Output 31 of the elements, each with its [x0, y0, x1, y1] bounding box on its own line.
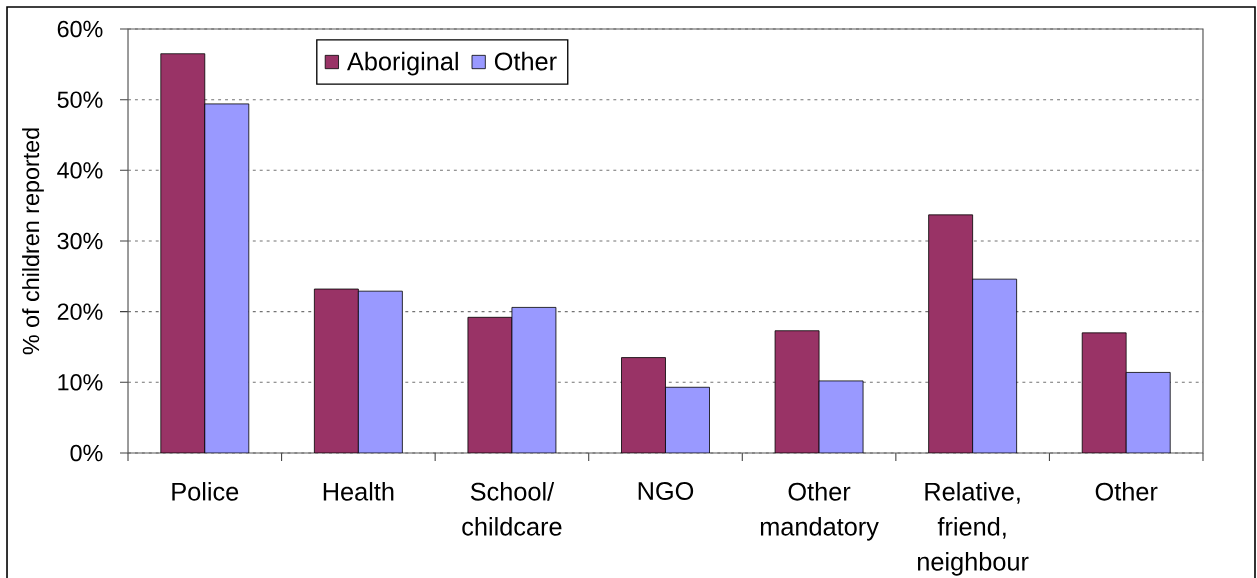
- x-tick-label: Police: [172, 482, 239, 501]
- bar: [467, 316, 513, 453]
- bar: [818, 380, 864, 453]
- x-tick-label: Health: [323, 482, 394, 501]
- bar: [621, 357, 666, 453]
- x-tick-label: Other mandatory: [760, 482, 879, 541]
- y-tick-label: 50%: [57, 91, 103, 108]
- x-tick-label: School/ childcare: [462, 482, 562, 536]
- bar: [972, 278, 1018, 453]
- bar: [357, 290, 403, 453]
- x-tick-label: NGO: [638, 482, 694, 500]
- bar: [928, 214, 974, 453]
- x-tick-label: Relative, friend, neighbour: [917, 482, 1029, 576]
- bar: [313, 288, 359, 453]
- bar: [511, 307, 557, 453]
- y-tick-label: 10%: [58, 374, 103, 391]
- y-tick-label: 20%: [57, 303, 103, 320]
- legend-label: Other: [494, 51, 557, 71]
- y-tick-label: 60%: [57, 20, 103, 38]
- bar: [1081, 332, 1127, 453]
- bar: [1125, 372, 1171, 453]
- y-tick-label: 30%: [57, 232, 103, 250]
- y-axis-title: % of children reported: [22, 128, 44, 355]
- bar: [774, 330, 820, 453]
- bar: [160, 53, 206, 453]
- y-tick-label: 40%: [57, 162, 103, 179]
- bar: [204, 103, 250, 453]
- y-tick-label: 0%: [70, 444, 103, 462]
- legend-label: Aboriginal: [346, 51, 458, 76]
- x-tick-label: Other: [1095, 482, 1158, 501]
- bar: [665, 386, 710, 453]
